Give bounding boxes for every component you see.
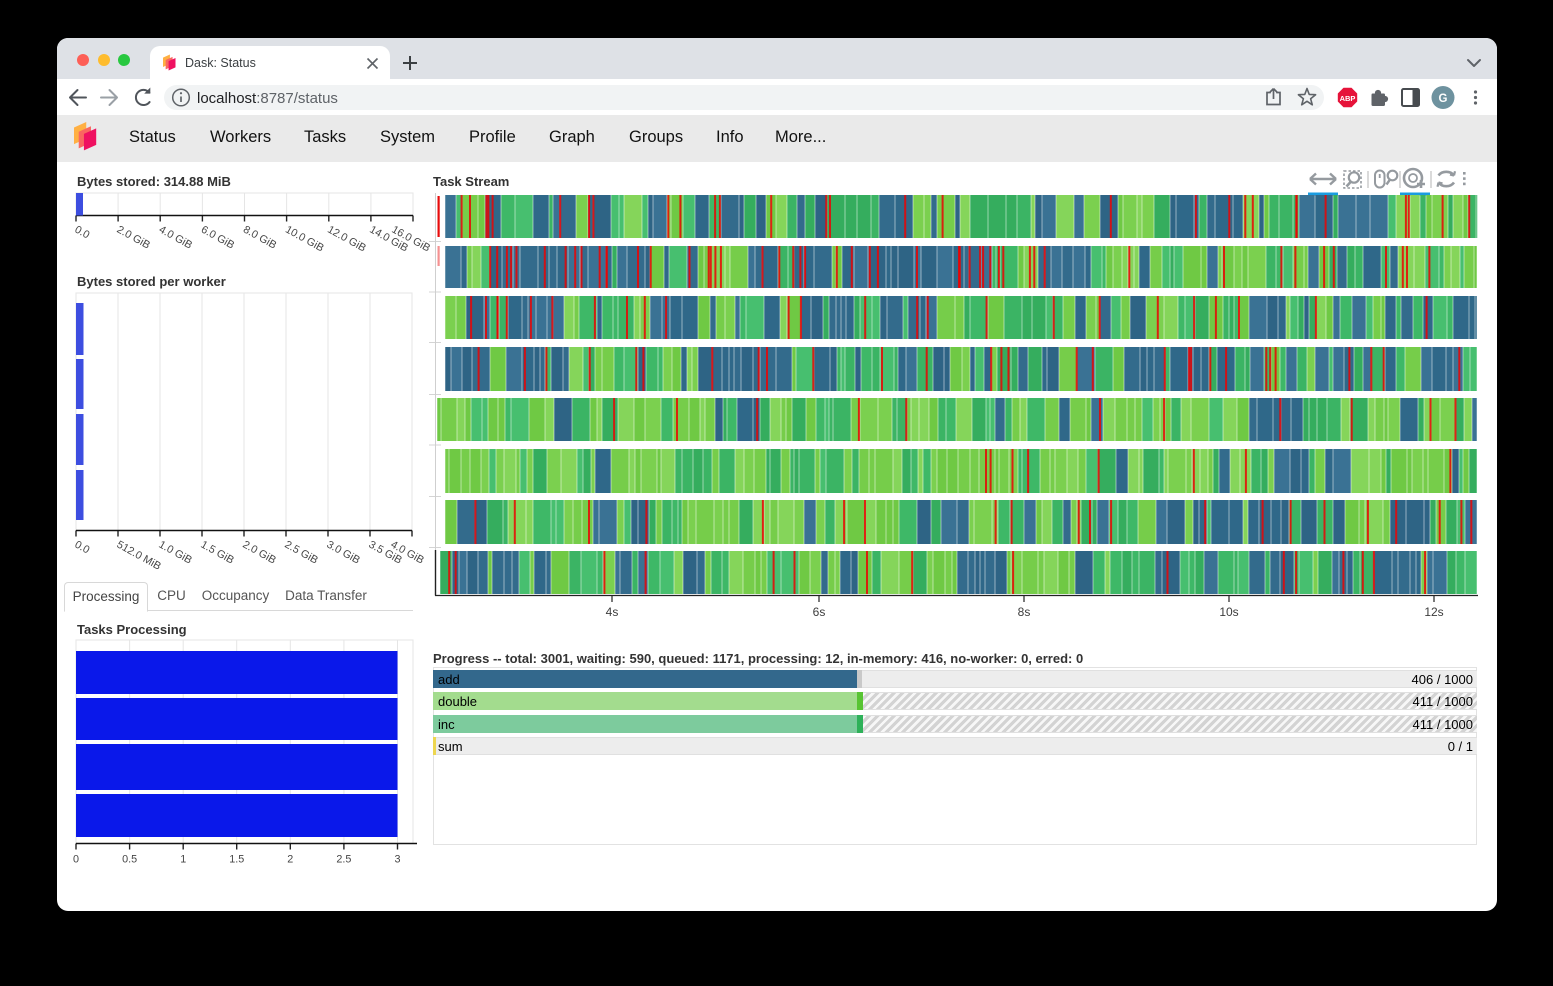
svg-text:0: 0 [73,854,79,866]
svg-text:G: G [1439,93,1448,105]
svg-text:0.5: 0.5 [122,854,137,866]
svg-text:10s: 10s [1219,605,1238,619]
svg-text:6s: 6s [813,605,826,619]
svg-text:2.5: 2.5 [336,854,351,866]
svg-text:4s: 4s [606,605,619,619]
svg-text:8s: 8s [1018,605,1031,619]
svg-text:1: 1 [180,854,186,866]
svg-text:3: 3 [394,854,400,866]
svg-text:2: 2 [287,854,293,866]
svg-text:ABP: ABP [1340,94,1356,103]
svg-text:1.5: 1.5 [229,854,244,866]
svg-text:12s: 12s [1424,605,1443,619]
